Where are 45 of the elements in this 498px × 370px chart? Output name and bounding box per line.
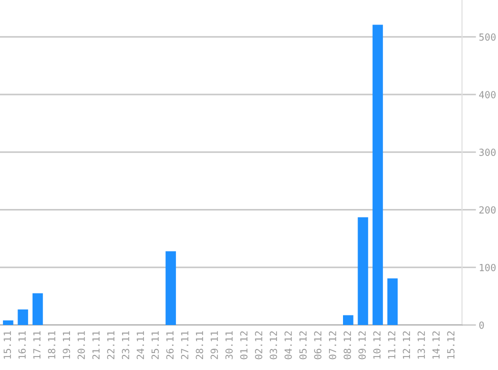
bar: [372, 24, 383, 325]
x-tick-label: 27.11: [181, 331, 188, 360]
x-tick-label: 03.12: [270, 331, 278, 360]
bar: [32, 293, 43, 325]
x-tick-label: 13.12: [418, 331, 425, 359]
x-tick-label: 24.11: [136, 331, 144, 360]
x-tick-label: 02.12: [254, 331, 262, 360]
x-tick-label: 12.12: [402, 331, 410, 359]
y-tick-label: 100: [480, 264, 496, 272]
x-tick-label: 01.12: [240, 331, 248, 360]
x-tick-label: 17.11: [33, 331, 40, 359]
y-tick-label: 0: [479, 322, 484, 329]
x-tick-label: 22.11: [107, 331, 114, 360]
x-tick-label: 11.12: [388, 331, 396, 359]
x-tick-label: 28.11: [196, 331, 204, 360]
x-tick-label: 30.11: [225, 331, 233, 360]
x-tick-label: 07.12: [328, 331, 336, 360]
x-tick-label: 04.12: [284, 331, 292, 360]
x-tick-label: 14.12: [432, 331, 440, 359]
y-tick-label: 500: [479, 33, 496, 41]
bar: [2, 320, 14, 325]
x-tick-label: 06.12: [314, 331, 322, 360]
bar: [166, 251, 176, 325]
x-tick-label: 19.11: [62, 331, 70, 359]
y-tick-label: 300: [479, 148, 496, 156]
x-tick-label: 10.12: [373, 331, 381, 359]
x-tick-label: 18.11: [48, 331, 56, 359]
x-tick-label: 08.12: [344, 331, 352, 360]
x-tick-label: 26.11: [166, 331, 174, 360]
x-tick-label: 05.12: [299, 331, 307, 360]
x-tick-label: 09.12: [358, 331, 366, 360]
bar: [358, 217, 368, 325]
x-tick-label: 15.11: [4, 331, 11, 359]
x-tick-label: 21.11: [92, 331, 100, 360]
y-tick-label: 200: [479, 206, 496, 214]
bar: [18, 309, 28, 325]
x-tick-label: 23.11: [122, 331, 130, 360]
bar: [387, 278, 398, 325]
bar: [342, 315, 354, 325]
x-tick-label: 29.11: [210, 331, 218, 360]
x-tick-label: 25.11: [151, 331, 159, 360]
x-tick-label: 15.12: [447, 331, 454, 359]
x-tick-label: 20.11: [78, 331, 85, 360]
y-tick-label: 400: [479, 91, 496, 98]
x-tick-label: 16.11: [18, 331, 26, 359]
